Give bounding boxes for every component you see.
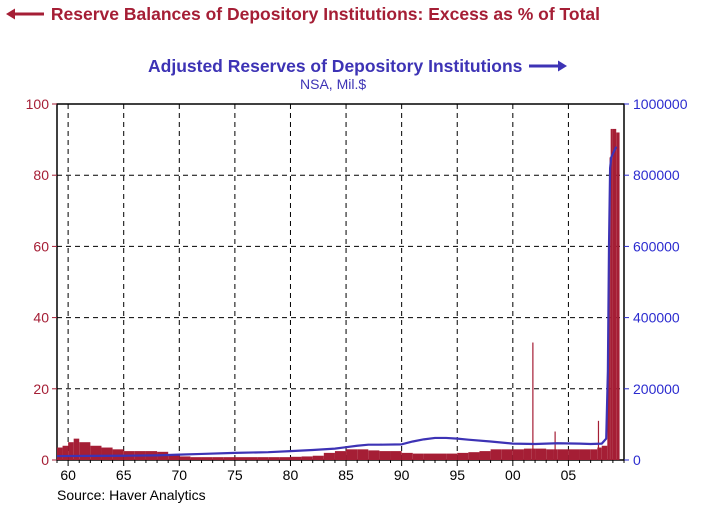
left-series-bar [90,445,102,460]
left-series-bars [57,128,620,461]
right-series-title: Adjusted Reserves of Depository Institut… [148,56,568,77]
right-axis-tick-label: 0 [633,452,641,468]
right-axis-tick-label: 800000 [633,167,680,183]
left-axis-tick-label: 40 [33,310,49,326]
left-series-bar [607,388,609,460]
x-axis-tick-label: 80 [283,467,299,483]
left-series-bar [501,449,513,460]
x-axis-tick-label: 60 [60,467,76,483]
left-axis-tick-label: 20 [33,381,49,397]
left-axis-tick-label: 100 [26,96,50,112]
left-series-title: Reserve Balances of Depository Instituti… [6,4,600,25]
right-axis-tick-label: 1000000 [633,96,688,112]
right-axis-tick-label: 600000 [633,238,680,254]
left-series-bar [579,449,591,460]
left-series-bar [257,457,269,460]
right-series-title-text: Adjusted Reserves of Depository Institut… [148,56,523,76]
left-series-bar [612,128,617,461]
left-series-bar [368,450,380,460]
left-series-bar [401,452,413,460]
right-axis-tick-label: 400000 [633,310,680,326]
left-series-bar [479,451,491,460]
left-series-bar [323,452,335,460]
source-note: Source: Haver Analytics [57,487,206,503]
left-series-bar [179,456,191,460]
left-series-bar [201,457,213,460]
left-series-bar [457,452,469,460]
left-axis-tick-label: 0 [41,452,49,468]
left-series-bar [246,457,258,460]
left-axis-tick-label: 80 [33,167,49,183]
left-series-bar [446,453,458,460]
left-series-bar [557,449,569,460]
left-series-bar [532,342,534,460]
x-axis-tick-label: 90 [394,467,410,483]
left-series-bar [568,449,580,460]
plot-area [56,103,625,461]
x-axis-tick-label: 75 [227,467,243,483]
left-series-bar [168,454,180,460]
left-series-bar [590,449,598,460]
x-axis-tick-label: 85 [338,467,354,483]
right-series-subtitle: NSA, Mil.$ [300,76,367,92]
x-axis-tick-label: 95 [449,467,465,483]
left-series-bar [212,457,224,460]
left-series-bar [301,456,313,460]
right-arrow-icon [527,56,568,76]
x-axis-tick-label: 05 [561,467,577,483]
left-series-bar [546,449,554,460]
left-series-bar [423,453,435,460]
right-axis: 0 200000 400000 600000 800000 1000000 [624,96,688,468]
left-series-bar [68,442,74,460]
right-axis-tick-label: 200000 [633,381,680,397]
left-series-bar [379,451,391,460]
left-series-bar [312,455,324,460]
right-series-line-path [56,146,618,458]
left-series-bar [532,448,536,460]
left-series-bar [190,457,202,460]
left-series-bar [57,447,63,460]
left-series-bar [610,128,613,461]
left-series-bar [390,451,402,460]
left-series-bar [597,420,600,460]
gridlines [57,104,624,460]
left-axis: 0 20 40 60 80 100 [26,96,57,468]
left-series-bar [535,448,547,460]
left-series-bar [357,449,369,460]
left-series-bar [101,447,113,460]
x-axis-tick-label: 70 [172,467,188,483]
left-series-bar [609,157,611,460]
left-series-bar [234,457,246,460]
left-series-bar [490,449,502,460]
left-series-bar [223,457,235,460]
left-series-bar [79,442,91,460]
left-series-bar [555,449,558,460]
left-series-bar [268,457,280,460]
left-series-bar [512,449,524,460]
left-series-bar [601,445,608,460]
x-axis-tick-label: 65 [116,467,132,483]
x-axis-tick-label: 00 [505,467,521,483]
left-series-bar [523,448,532,460]
left-series-bar [412,453,424,460]
right-series-line [56,146,618,458]
x-axis: 60 65 70 75 80 85 90 95 00 05 [56,460,625,483]
left-axis-tick-label: 60 [33,238,49,254]
left-series-bar [290,456,302,460]
left-series-bar [554,431,556,460]
left-series-bar [62,445,69,460]
left-arrow-icon [6,4,46,24]
left-series-bar [616,132,620,461]
left-series-bar [334,451,347,460]
left-series-title-text: Reserve Balances of Depository Instituti… [50,4,601,24]
left-series-bar [346,449,358,460]
left-series-bar [598,447,602,460]
left-series-bar [279,457,291,460]
left-series-bar [73,438,80,460]
left-series-bar [468,452,480,460]
left-series-bar [435,453,447,460]
